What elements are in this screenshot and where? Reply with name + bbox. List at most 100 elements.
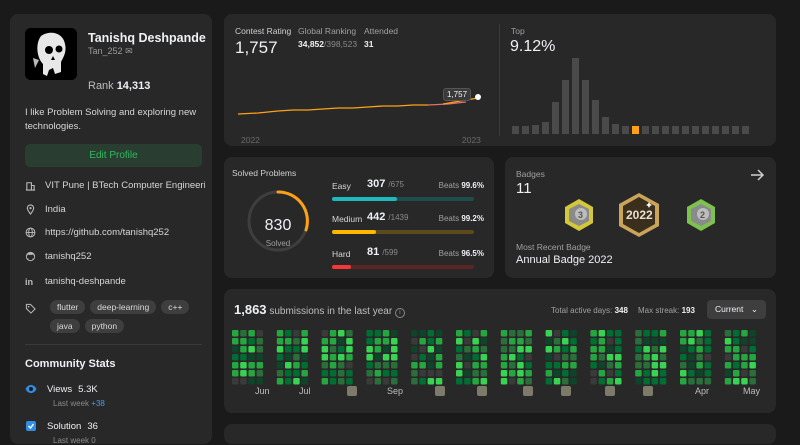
heatmap-cell bbox=[570, 330, 577, 337]
badge-marker-icon[interactable] bbox=[643, 386, 653, 396]
month-label: Sep bbox=[387, 386, 404, 396]
heatmap-cell bbox=[435, 378, 443, 385]
heatmap-cell bbox=[635, 330, 642, 337]
heatmap-cell bbox=[590, 338, 597, 345]
heatmap-cell bbox=[680, 362, 687, 369]
heatmap-cell bbox=[240, 338, 247, 345]
heatmap-cell bbox=[321, 354, 329, 361]
avatar[interactable] bbox=[25, 28, 77, 80]
histogram-bar bbox=[582, 80, 589, 134]
heatmap-cell bbox=[517, 330, 524, 337]
heatmap-cell bbox=[615, 346, 622, 353]
heatmap-cell bbox=[285, 378, 292, 385]
github-row[interactable]: tanishq252 bbox=[25, 251, 205, 262]
heatmap-cell bbox=[480, 378, 488, 385]
heatmap-cell bbox=[688, 370, 695, 377]
histogram-bar bbox=[532, 125, 539, 134]
badge-marker-icon[interactable] bbox=[477, 386, 487, 396]
heatmap-cell bbox=[680, 378, 687, 385]
heatmap-cell bbox=[256, 378, 264, 385]
arrow-right-icon[interactable] bbox=[749, 167, 765, 183]
heatmap-cell bbox=[680, 370, 687, 377]
max-streak: Max streak: 193 bbox=[638, 306, 695, 315]
heatmap-cell bbox=[391, 346, 398, 353]
edit-profile-button[interactable]: Edit Profile bbox=[25, 144, 202, 167]
badge-icon[interactable]: 3 bbox=[561, 197, 597, 233]
badge-marker-icon[interactable] bbox=[605, 386, 615, 396]
badge-marker-icon[interactable] bbox=[347, 386, 357, 396]
heatmap-cell bbox=[500, 346, 508, 353]
heatmap-cell bbox=[366, 378, 373, 385]
heatmap-cell bbox=[240, 346, 247, 353]
solved-ring[interactable] bbox=[245, 188, 311, 254]
badge-icon[interactable]: 2 bbox=[683, 197, 719, 233]
heatmap-cell bbox=[733, 354, 740, 361]
website-row[interactable]: https://github.com/tanishq252 bbox=[25, 227, 205, 238]
heatmap-cell bbox=[688, 378, 695, 385]
heatmap-cell bbox=[248, 338, 255, 345]
tag[interactable]: flutter bbox=[50, 300, 86, 314]
year-dropdown[interactable]: Current ⌄ bbox=[707, 300, 766, 319]
heatmap-cell bbox=[570, 346, 577, 353]
heatmap-cell bbox=[419, 378, 426, 385]
heatmap-cell bbox=[643, 362, 650, 369]
heatmap-cell bbox=[590, 362, 597, 369]
tag[interactable]: c++ bbox=[161, 300, 190, 314]
badges-count: 11 bbox=[516, 180, 532, 197]
heatmap-cell bbox=[704, 362, 712, 369]
tag[interactable]: java bbox=[50, 319, 80, 333]
heatmap-cell bbox=[456, 378, 463, 385]
tag-icon bbox=[25, 303, 36, 314]
heatmap-cell bbox=[480, 362, 488, 369]
username: Tan_252 ✉ bbox=[88, 46, 133, 56]
heatmap-cell bbox=[427, 362, 435, 369]
tag[interactable]: python bbox=[84, 319, 125, 333]
heatmap-cell bbox=[391, 370, 398, 377]
heatmap-cell bbox=[411, 346, 418, 353]
heatmap-cell bbox=[464, 378, 471, 385]
heatmap-cell bbox=[232, 338, 239, 345]
heatmap-cell bbox=[517, 346, 524, 353]
recent-badge-label: Most Recent Badge bbox=[516, 242, 591, 252]
heatmap-cell bbox=[419, 346, 426, 353]
tag[interactable]: deep-learning bbox=[90, 300, 157, 314]
divider bbox=[25, 344, 202, 345]
heatmap-cell bbox=[724, 378, 732, 385]
linkedin-row[interactable]: in tanishq-deshpande bbox=[25, 276, 126, 287]
svg-text:2: 2 bbox=[700, 210, 705, 220]
badge-marker-icon[interactable] bbox=[561, 386, 571, 396]
active-days: Total active days: 348 bbox=[551, 306, 628, 315]
heatmap-cell bbox=[545, 370, 553, 377]
heatmap-cell bbox=[391, 330, 398, 337]
heatmap-cell bbox=[240, 378, 247, 385]
solved-ring-progress bbox=[276, 190, 309, 232]
badge-marker-icon[interactable] bbox=[523, 386, 533, 396]
submission-heatmap[interactable] bbox=[232, 330, 772, 386]
heatmap-cell bbox=[391, 338, 398, 345]
heatmap-cell bbox=[553, 330, 561, 337]
badges-card: Badges 11 3 2022 2 Most Recent Badge Ann… bbox=[505, 157, 776, 278]
heatmap-cell bbox=[651, 362, 659, 369]
heatmap-cell bbox=[366, 362, 373, 369]
histogram-bar bbox=[692, 126, 699, 134]
heatmap-cell bbox=[366, 346, 373, 353]
heatmap-cell bbox=[509, 354, 516, 361]
heatmap-cell bbox=[680, 346, 687, 353]
heatmap-cell bbox=[374, 370, 382, 377]
histogram-bar bbox=[612, 124, 619, 134]
easy-progress-fill bbox=[332, 197, 397, 201]
hard-progress-bar bbox=[332, 265, 474, 269]
badge-marker-icon[interactable] bbox=[435, 386, 445, 396]
heatmap-cell bbox=[321, 338, 329, 345]
global-ranking-label: Global Ranking bbox=[298, 26, 357, 36]
heatmap-cell bbox=[321, 330, 329, 337]
ranking-histogram[interactable] bbox=[512, 54, 767, 134]
heatmap-cell bbox=[382, 362, 390, 369]
heatmap-cell bbox=[346, 354, 353, 361]
emoji-icon: ✉ bbox=[125, 46, 133, 56]
annual-badge-2022-icon[interactable]: 2022 bbox=[617, 192, 661, 238]
bio: I like Problem Solving and exploring new… bbox=[25, 107, 197, 132]
top-percent: 9.12% bbox=[510, 38, 556, 55]
heatmap-cell bbox=[517, 338, 524, 345]
heatmap-cell bbox=[338, 362, 345, 369]
